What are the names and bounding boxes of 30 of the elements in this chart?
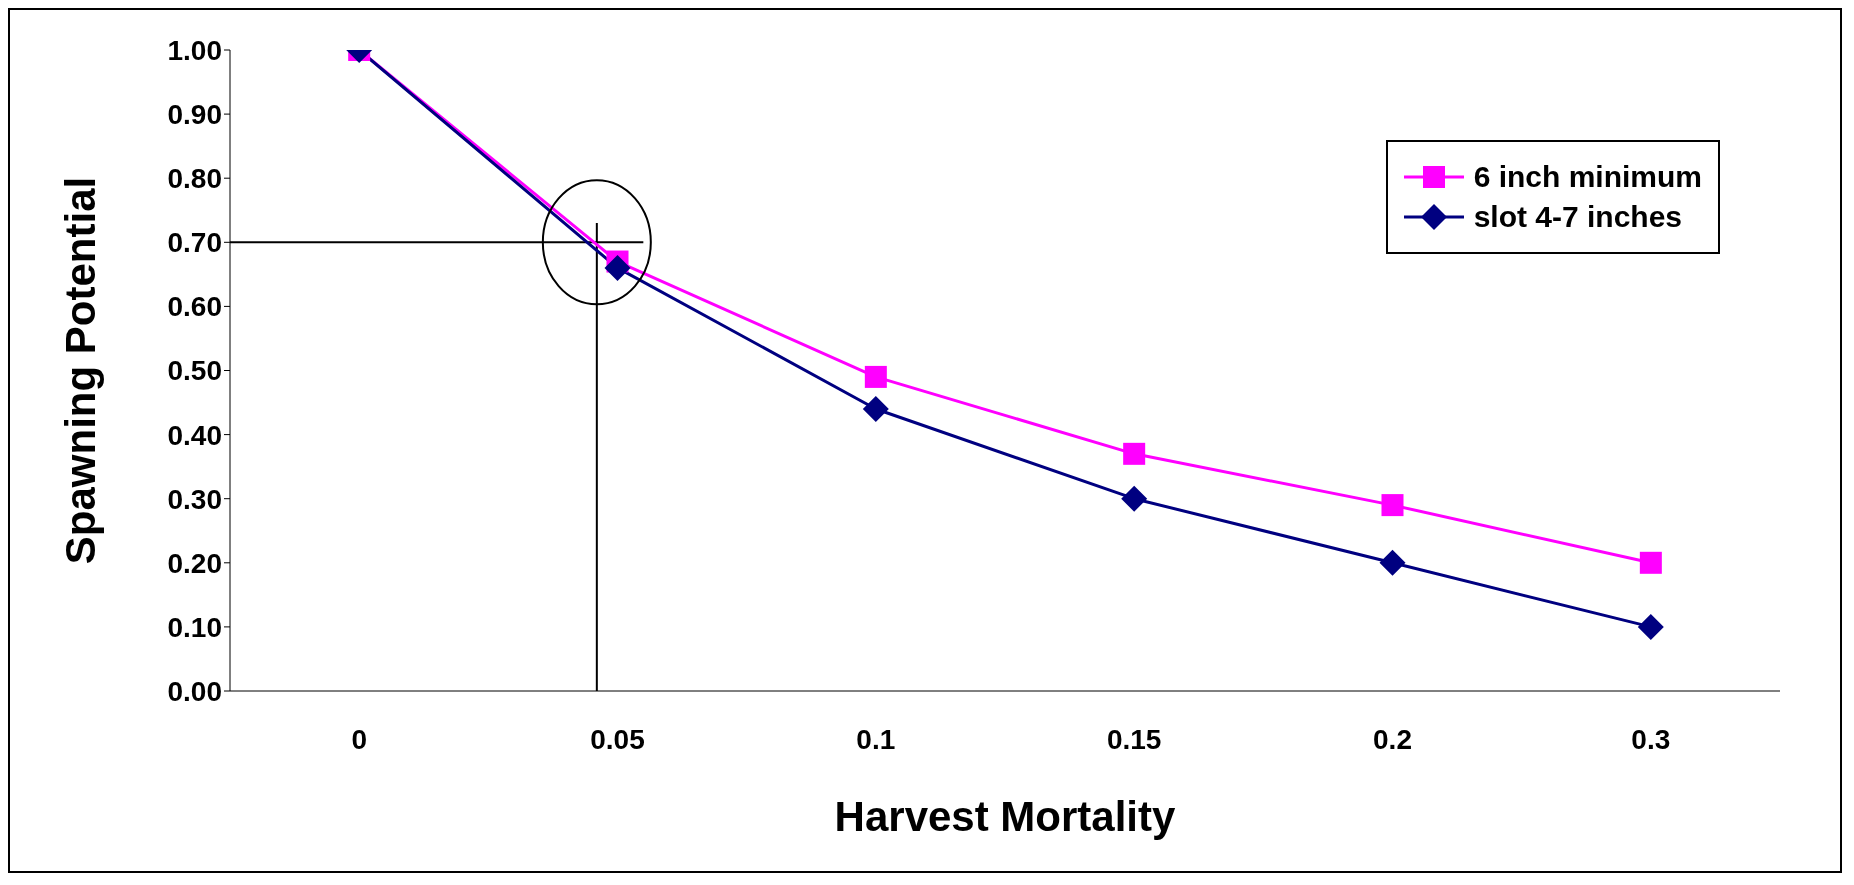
y-tick-label: 0.00 [167, 675, 222, 707]
point [1121, 485, 1148, 512]
point [1381, 494, 1404, 517]
point [1637, 613, 1664, 640]
x-tick-label: 0.3 [1631, 723, 1671, 755]
y-tick-label: 1.00 [167, 34, 222, 66]
y-tick-label: 0.80 [167, 163, 222, 195]
x-tick-label: 0.2 [1373, 723, 1412, 755]
x-axis-title: Harvest Mortality [834, 793, 1177, 840]
x-tick-label: 0.05 [590, 723, 645, 755]
y-tick-label: 0.50 [167, 355, 222, 387]
legend-label: 6 inch minimum [1473, 160, 1702, 194]
y-tick-label: 0.10 [167, 611, 222, 643]
y-tick-label: 0.60 [167, 291, 222, 323]
legend-label: slot 4-7 inches [1473, 200, 1683, 234]
x-tick-label: 0.1 [856, 723, 896, 755]
y-tick-label: 0.20 [167, 547, 222, 579]
point [1123, 442, 1146, 465]
point [862, 395, 889, 422]
point [864, 365, 887, 388]
y-tick-label: 0.70 [167, 227, 222, 259]
x-tick-label: 0 [351, 723, 367, 755]
x-tick-label: 0.15 [1106, 723, 1162, 755]
y-axis-title: Spawning Potential [56, 176, 104, 565]
y-tick-label: 0.90 [167, 99, 222, 131]
y-tick-label: 0.40 [167, 419, 222, 451]
point [604, 254, 631, 281]
y-tick-label: 0.30 [167, 483, 222, 515]
point [1639, 551, 1662, 574]
point [1379, 549, 1406, 576]
